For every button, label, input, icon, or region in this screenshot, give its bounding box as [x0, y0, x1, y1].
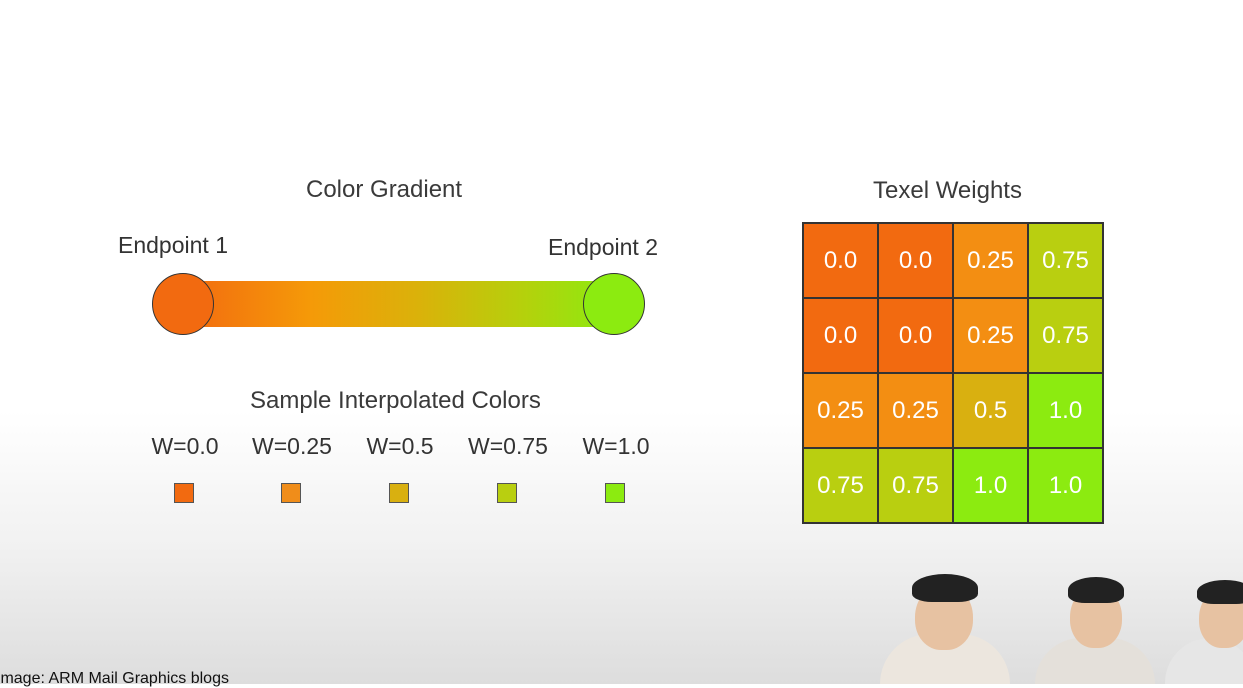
texel-cell: 1.0 — [1028, 373, 1103, 448]
texel-cell: 0.0 — [878, 298, 953, 373]
texel-cell: 0.25 — [803, 373, 878, 448]
sample-color-swatch — [174, 483, 194, 503]
presenter-1 — [880, 574, 1010, 684]
sample-weight-label: W=1.0 — [582, 433, 650, 459]
color-gradient-title: Color Gradient — [306, 176, 463, 203]
texel-cell: 0.75 — [1028, 298, 1103, 373]
sample-color-swatch — [389, 483, 409, 503]
texel-weight-grid: 0.0 0.0 0.25 0.75 0.0 0.0 0.25 0.75 0.25 0.25 0.5 1… — [802, 222, 1104, 524]
texel-cell: 0.5 — [953, 373, 1028, 448]
texel-cell: 1.0 — [1028, 448, 1103, 523]
texel-cell: 1.0 — [953, 448, 1028, 523]
sample-color-swatch — [497, 483, 517, 503]
sample-weight-label: W=0.5 — [366, 433, 434, 459]
texel-cell: 0.75 — [1028, 223, 1103, 298]
endpoint-2-label: Endpoint 2 — [548, 234, 658, 260]
texel-cell: 0.75 — [803, 448, 878, 523]
presenter-3 — [1165, 574, 1243, 684]
endpoint-2-circle — [583, 273, 645, 335]
sample-color-swatch — [605, 483, 625, 503]
texel-cell: 0.25 — [878, 373, 953, 448]
endpoint-1-circle — [152, 273, 214, 335]
texel-weights-title: Texel Weights — [873, 177, 1022, 204]
texel-cell: 0.25 — [953, 223, 1028, 298]
texel-cell: 0.0 — [803, 298, 878, 373]
endpoint-1-label: Endpoint 1 — [118, 232, 228, 258]
image-credit-caption: Image: ARM Mail Graphics blogs — [0, 670, 229, 687]
texel-cell: 0.75 — [878, 448, 953, 523]
gradient-bar — [182, 281, 614, 327]
sample-weight-label: W=0.25 — [252, 433, 332, 459]
sample-weight-label: W=0.0 — [151, 433, 219, 459]
sample-color-swatch — [281, 483, 301, 503]
texel-cell: 0.25 — [953, 298, 1028, 373]
sample-weight-label: W=0.75 — [468, 433, 548, 459]
texel-cell: 0.0 — [878, 223, 953, 298]
presenter-2 — [1035, 574, 1165, 684]
sample-colors-title: Sample Interpolated Colors — [250, 387, 541, 414]
texel-cell: 0.0 — [803, 223, 878, 298]
